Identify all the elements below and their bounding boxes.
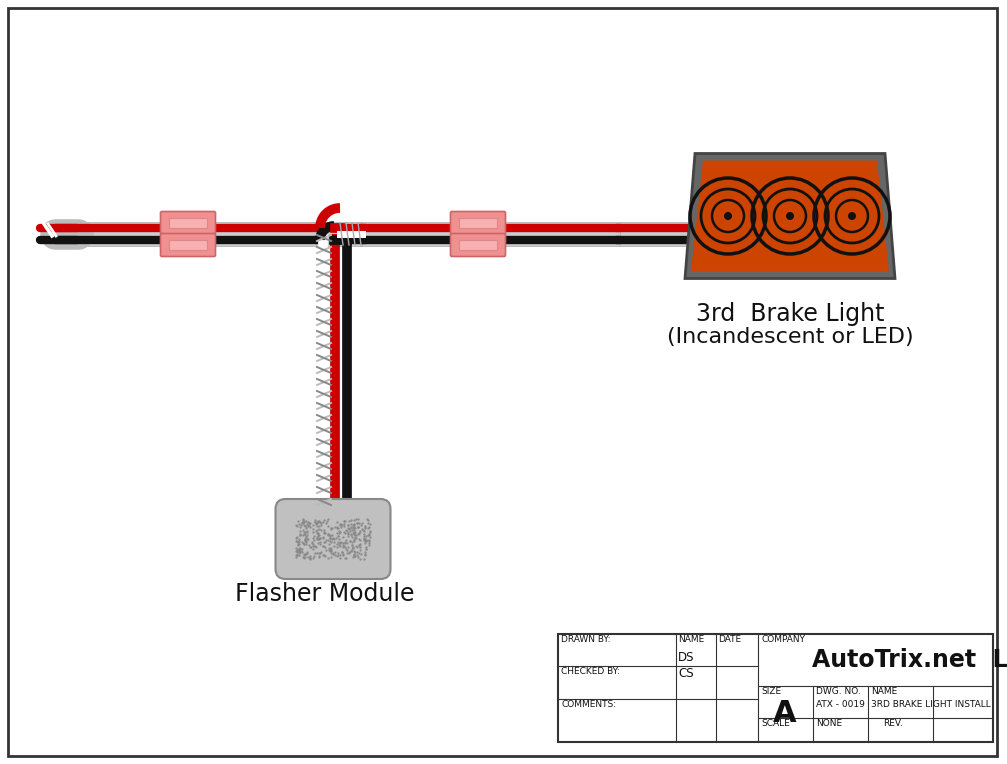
Text: CHECKED BY:: CHECKED BY:	[561, 668, 619, 676]
Bar	[340, 222, 362, 246]
Text: COMMENTS:: COMMENTS:	[561, 700, 616, 709]
FancyBboxPatch shape	[450, 212, 506, 235]
Polygon shape	[685, 154, 895, 279]
Text: DWG. NO.: DWG. NO.	[816, 687, 861, 696]
Text: DS: DS	[678, 652, 695, 665]
Text: ATX - 0019: ATX - 0019	[816, 700, 865, 709]
Bar	[558, 634, 993, 742]
FancyBboxPatch shape	[450, 234, 506, 257]
Text: (Incandescent or LED): (Incandescent or LED)	[667, 327, 913, 347]
Polygon shape	[691, 160, 889, 271]
Bar	[75, 222, 165, 246]
Bar	[500, 222, 620, 246]
Text: NAME: NAME	[871, 687, 897, 696]
Bar	[459, 240, 497, 250]
Text: DATE: DATE	[718, 635, 741, 644]
Circle shape	[786, 212, 794, 220]
Circle shape	[848, 212, 856, 220]
Text: A: A	[773, 699, 797, 728]
Bar	[620, 222, 687, 246]
Bar	[359, 222, 455, 246]
Text: NAME: NAME	[678, 635, 704, 644]
Text: REV.: REV.	[883, 719, 902, 728]
Text: NONE: NONE	[816, 719, 842, 728]
Text: SCALE: SCALE	[761, 719, 789, 728]
Text: SIZE: SIZE	[761, 687, 781, 696]
Bar	[210, 222, 320, 246]
Text: AutoTrix.net  LLC: AutoTrix.net LLC	[812, 648, 1007, 672]
Bar	[459, 218, 497, 228]
Bar	[169, 218, 207, 228]
FancyBboxPatch shape	[276, 499, 391, 579]
Text: Flasher Module: Flasher Module	[236, 582, 415, 606]
Text: CS: CS	[678, 668, 694, 681]
Text: 3RD BRAKE LIGHT INSTALL: 3RD BRAKE LIGHT INSTALL	[871, 700, 991, 709]
Circle shape	[724, 212, 732, 220]
Bar	[169, 240, 207, 250]
Bar	[316, 222, 340, 246]
Text: DRAWN BY:: DRAWN BY:	[561, 635, 610, 644]
FancyBboxPatch shape	[160, 234, 215, 257]
Text: COMPANY: COMPANY	[761, 635, 805, 644]
Text: 3rd  Brake Light: 3rd Brake Light	[696, 302, 884, 326]
FancyBboxPatch shape	[160, 212, 215, 235]
